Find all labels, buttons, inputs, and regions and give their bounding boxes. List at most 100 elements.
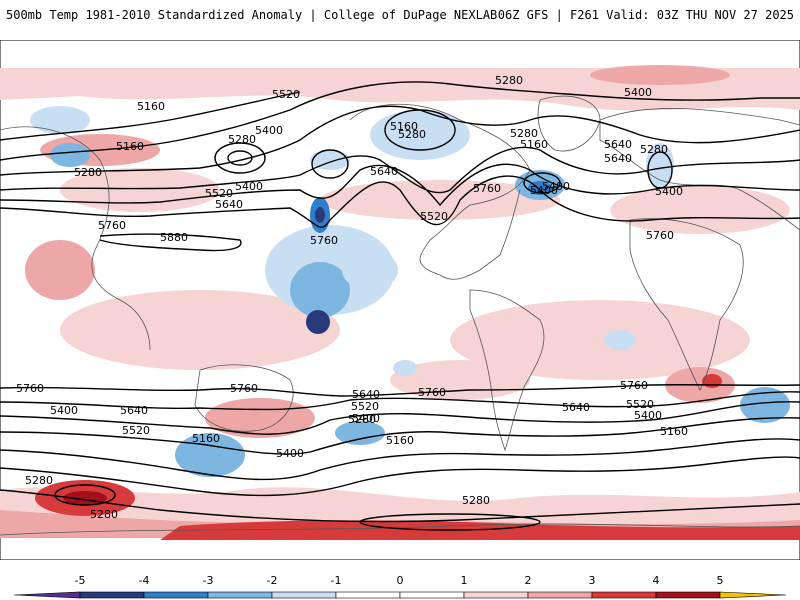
colorbar-segments [13,591,787,599]
contour-label: 5400 [50,404,78,417]
contour-label: 5880 [160,231,188,244]
contour-label: 5640 [352,388,380,401]
contour-label: 5280 [90,508,118,521]
contour-5640-nh [0,163,800,207]
contour-label: 5280 [348,413,376,426]
contour-closed-south [359,513,541,531]
colorbar-tick-label: 5 [717,574,724,587]
colorbar-tick-label: -3 [203,574,214,587]
contour-label: 5160 [116,140,144,153]
colorbar-tick-label: 1 [461,574,468,587]
colorbar-segment [335,591,401,599]
contour-label: 5400 [255,124,283,137]
contour-label: 5520 [205,187,233,200]
contour-label: 5160 [520,138,548,151]
contour-5280-sh [0,438,800,481]
contour-label: 5640 [562,401,590,414]
contour-label: 5640 [370,165,398,178]
contour-label: 5280 [25,474,53,487]
contour-label: 5760 [98,219,126,232]
africa-outline [629,218,744,391]
colorbar-segment [207,591,273,599]
contour-label: 5520 [272,88,300,101]
contour-label: 5280 [398,128,426,141]
contour-label: 5760 [16,382,44,395]
low-hudson [384,109,456,151]
low-pacific-nw [214,142,266,174]
colorbar-tick-label: -2 [267,574,278,587]
south-america-outline [469,289,545,452]
low-atlantic [523,172,561,194]
colorbar-tick-label: 3 [589,574,596,587]
colorbar-segment [79,591,145,599]
contour-label: 5400 [655,185,683,198]
contour-label: 5520 [420,210,448,223]
antarctic-coast [0,523,800,536]
contour-label: 5760 [418,386,446,399]
run-info: 06Z GFS | F261 Valid: 03Z THU NOV 27 202… [497,8,794,22]
coastlines [0,95,800,536]
contour-5880 [99,233,242,252]
map-title: 500mb Temp 1981-2010 Standardized Anomal… [6,8,498,22]
colorbar-tick-label: 0 [397,574,404,587]
contour-5760-nh [0,175,800,228]
map-header: 500mb Temp 1981-2010 Standardized Anomal… [0,0,800,32]
anomaly-map: 5520 5280 5400 5160 5280 5400 5160 5280 … [0,40,800,560]
colorbar-segment [143,591,209,599]
contour-label: 5280 [462,494,490,507]
contour-label: 5280 [495,74,523,87]
contour-5520-nh [0,146,800,194]
north-america-outline [349,103,531,280]
colorbar-tick-label: 4 [653,574,660,587]
contour-5640-sh [0,391,800,411]
anomaly-shading [0,65,800,540]
contour-label: 5640 [120,404,148,417]
contour-label: 5640 [604,138,632,151]
contour-label: 5280 [74,166,102,179]
contour-5760-sh [0,384,800,397]
contour-label: 5640 [604,152,632,165]
colorbar-ticks: -5 -4 -3 -2 -1 0 1 2 3 4 5 [75,574,724,587]
contour-label: 5760 [646,229,674,242]
contour-label: 5520 [626,398,654,411]
colorbar-segment [271,591,337,599]
colorbar-segment [591,591,657,599]
contour-5520-sh [0,401,800,435]
colorbar-segment [655,591,721,599]
colorbar-tick-label: -5 [75,574,86,587]
contour-5160-sh [0,456,800,497]
contour-label: 5160 [390,120,418,133]
colorbar-segment [719,591,787,599]
contour-label: 5400 [530,184,558,197]
contour-5400-sh [0,417,800,455]
contour-label: 5280 [640,143,668,156]
colorbar: -5 -4 -3 -2 -1 0 1 2 3 4 5 [13,574,787,599]
contour-label: 5160 [192,432,220,445]
contour-label: 5400 [624,86,652,99]
contour-label: 5400 [542,180,570,193]
colorbar-tick-label: 2 [525,574,532,587]
contour-label: 5760 [230,382,258,395]
contour-label: 5760 [473,182,501,195]
contour-5280-nh [0,81,800,161]
low-pacific-nw-core [227,150,253,166]
contour-label: 5760 [620,379,648,392]
contour-label: 5520 [122,424,150,437]
contour-label: 5280 [228,133,256,146]
low-pacific-ne [311,149,349,179]
contour-label: 5520 [351,400,379,413]
asia-east-outline [0,126,151,351]
colorbar-segment [527,591,593,599]
colorbar-segment [13,591,81,599]
colorbar-segment [463,591,529,599]
colorbar-tick-label: -1 [331,574,342,587]
contour-5400-nh [0,105,800,176]
high-south-pacific [54,484,116,506]
contour-label: 5400 [276,447,304,460]
greenland-outline [537,95,601,152]
contour-label: 5400 [634,409,662,422]
contour-label: 5760 [310,234,338,247]
colorbar-segment [399,591,465,599]
contour-label: 5400 [235,180,263,193]
contour-labels: 5520 5280 5400 5160 5280 5400 5160 5280 … [16,74,688,521]
